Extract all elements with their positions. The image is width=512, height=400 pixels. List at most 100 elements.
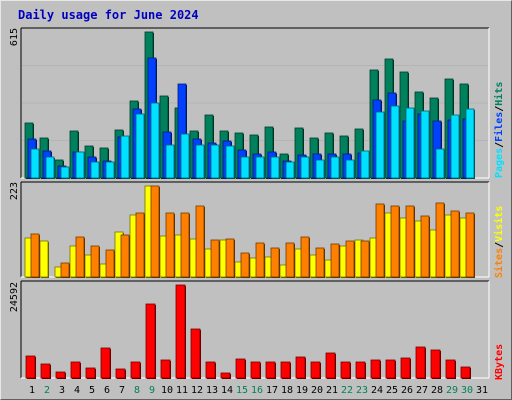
pages-bar-8 bbox=[135, 113, 145, 179]
sites-bar-20 bbox=[315, 247, 325, 278]
kbytes-bar-20 bbox=[310, 361, 321, 379]
day-label-26: 26 bbox=[401, 385, 413, 396]
kbytes-bar-27 bbox=[415, 346, 426, 379]
day-label-25: 25 bbox=[386, 385, 398, 396]
pages-bar-28 bbox=[435, 148, 445, 179]
sites-bar-25 bbox=[390, 205, 400, 278]
sites-bar-17 bbox=[270, 247, 280, 278]
day-label-12: 12 bbox=[191, 385, 203, 396]
kbytes-bar-11 bbox=[175, 284, 186, 379]
sites-bar-28 bbox=[435, 202, 445, 278]
kbytes-bar-5 bbox=[85, 367, 96, 379]
day-label-21: 21 bbox=[326, 385, 338, 396]
sites-bar-18 bbox=[285, 242, 295, 278]
day-label-22: 22 bbox=[341, 385, 353, 396]
sites-bar-16 bbox=[255, 242, 265, 278]
pages-bar-15 bbox=[240, 156, 250, 179]
day-label-17: 17 bbox=[266, 385, 278, 396]
day-label-20: 20 bbox=[311, 385, 323, 396]
sites-bar-11 bbox=[180, 212, 190, 278]
kbytes-bar-25 bbox=[385, 359, 396, 379]
day-label-19: 19 bbox=[296, 385, 308, 396]
chart-title: Daily usage for June 2024 bbox=[18, 8, 199, 22]
pages-bar-17 bbox=[270, 156, 280, 179]
day-label-11: 11 bbox=[176, 385, 188, 396]
sites-bar-23 bbox=[360, 240, 370, 278]
kbytes-bar-6 bbox=[100, 347, 111, 379]
kbytes-bar-10 bbox=[160, 359, 171, 379]
pages-bar-21 bbox=[330, 156, 340, 179]
sites-bar-14 bbox=[225, 238, 235, 278]
sites-bar-22 bbox=[345, 240, 355, 278]
pages-bar-2 bbox=[45, 156, 55, 179]
day-label-10: 10 bbox=[161, 385, 173, 396]
sites-bar-19 bbox=[300, 236, 310, 278]
pages-bar-12 bbox=[195, 144, 205, 179]
kbytes-bar-16 bbox=[250, 361, 261, 379]
sites-bar-27 bbox=[420, 215, 430, 278]
day-label-27: 27 bbox=[416, 385, 428, 396]
day-label-1: 1 bbox=[29, 385, 35, 396]
pages-bar-1 bbox=[30, 148, 40, 179]
kbytes-bar-17 bbox=[265, 361, 276, 379]
kbytes-bar-18 bbox=[280, 361, 291, 379]
day-label-13: 13 bbox=[206, 385, 218, 396]
pages-bar-30 bbox=[465, 108, 475, 179]
pages-bar-26 bbox=[405, 107, 415, 179]
kbytes-bar-14 bbox=[220, 372, 231, 379]
visits-bar-2 bbox=[39, 240, 49, 278]
kbytes-bar-22 bbox=[340, 361, 351, 379]
day-label-28: 28 bbox=[431, 385, 443, 396]
pages-bar-19 bbox=[300, 156, 310, 179]
pages-bar-11 bbox=[180, 133, 190, 179]
day-label-30: 30 bbox=[461, 385, 473, 396]
day-label-31: 31 bbox=[476, 385, 488, 396]
kbytes-bar-2 bbox=[40, 363, 51, 379]
kbytes-bar-12 bbox=[190, 328, 201, 379]
pages-bar-23 bbox=[360, 150, 370, 179]
day-label-8: 8 bbox=[134, 385, 140, 396]
sites-bar-12 bbox=[195, 205, 205, 278]
kbytes-bar-28 bbox=[430, 349, 441, 379]
kbytes-bar-23 bbox=[355, 361, 366, 379]
kbytes-bar-15 bbox=[235, 358, 246, 379]
pages-bar-6 bbox=[105, 161, 115, 179]
sites-bar-13 bbox=[210, 239, 220, 278]
sites-bar-8 bbox=[135, 212, 145, 278]
pages-bar-4 bbox=[75, 151, 85, 179]
sites-bar-30 bbox=[465, 212, 475, 278]
pages-bar-3 bbox=[60, 166, 70, 179]
day-label-15: 15 bbox=[236, 385, 248, 396]
pages-bar-5 bbox=[90, 161, 100, 179]
sites-bar-7 bbox=[120, 234, 130, 278]
pages-bar-16 bbox=[255, 156, 265, 179]
sites-bar-29 bbox=[450, 210, 460, 278]
kbytes-bar-13 bbox=[205, 361, 216, 379]
pages-bar-22 bbox=[345, 159, 355, 179]
kbytes-bar-19 bbox=[295, 356, 306, 379]
day-label-16: 16 bbox=[251, 385, 263, 396]
kbytes-bar-1 bbox=[25, 355, 36, 379]
pages-bar-20 bbox=[315, 159, 325, 179]
sites-bar-15 bbox=[240, 252, 250, 278]
kbytes-bar-24 bbox=[370, 359, 381, 379]
kbytes-bar-3 bbox=[55, 371, 66, 379]
pages-bar-24 bbox=[375, 111, 385, 179]
pages-bar-18 bbox=[285, 161, 295, 179]
sites-bar-10 bbox=[165, 212, 175, 278]
kbytes-bar-8 bbox=[130, 361, 141, 379]
kbytes-bar-29 bbox=[445, 359, 456, 379]
sites-bar-4 bbox=[75, 236, 85, 278]
pages-bar-13 bbox=[210, 144, 220, 179]
day-label-29: 29 bbox=[446, 385, 458, 396]
sites-bar-5 bbox=[90, 245, 100, 278]
kbytes-bar-9 bbox=[145, 303, 156, 379]
kbytes-bar-4 bbox=[70, 361, 81, 379]
kbytes-bar-30 bbox=[460, 366, 471, 379]
sites-bar-1 bbox=[30, 233, 40, 278]
day-label-23: 23 bbox=[356, 385, 368, 396]
day-label-7: 7 bbox=[119, 385, 125, 396]
sites-bar-9 bbox=[150, 185, 160, 278]
day-label-14: 14 bbox=[221, 385, 233, 396]
